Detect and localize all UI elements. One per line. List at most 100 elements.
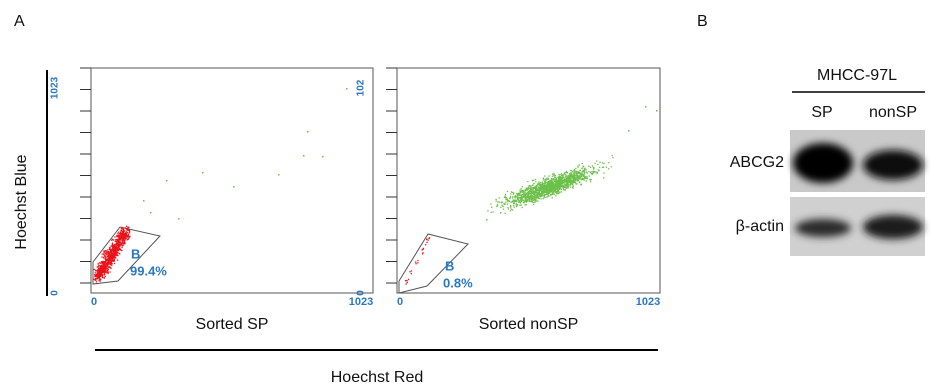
event bbox=[547, 179, 548, 180]
event bbox=[520, 200, 521, 201]
event bbox=[509, 198, 510, 199]
event bbox=[103, 251, 104, 252]
event bbox=[106, 272, 107, 273]
event bbox=[102, 277, 103, 278]
event bbox=[125, 238, 126, 239]
event bbox=[599, 162, 600, 163]
event bbox=[127, 232, 128, 233]
events bbox=[405, 106, 658, 285]
event bbox=[111, 259, 112, 260]
event bbox=[575, 168, 576, 169]
event bbox=[544, 175, 545, 176]
event bbox=[505, 198, 506, 199]
event bbox=[100, 273, 101, 274]
event bbox=[535, 192, 536, 193]
event bbox=[544, 181, 545, 182]
event bbox=[590, 172, 591, 173]
event bbox=[102, 266, 103, 267]
event bbox=[510, 193, 511, 194]
event bbox=[557, 180, 558, 181]
event bbox=[511, 191, 512, 192]
event bbox=[109, 266, 110, 267]
event bbox=[510, 196, 511, 197]
event bbox=[504, 204, 505, 205]
event bbox=[556, 191, 557, 192]
event bbox=[512, 192, 513, 193]
event bbox=[628, 130, 630, 132]
event bbox=[507, 200, 508, 201]
event bbox=[560, 178, 561, 179]
event bbox=[582, 172, 583, 173]
event bbox=[611, 166, 612, 167]
event bbox=[307, 131, 309, 133]
event bbox=[407, 282, 408, 283]
event bbox=[120, 234, 121, 235]
event bbox=[521, 207, 522, 208]
event bbox=[202, 172, 204, 174]
event bbox=[523, 192, 524, 193]
event bbox=[590, 167, 591, 168]
event bbox=[115, 241, 116, 242]
event bbox=[561, 189, 562, 190]
event bbox=[561, 179, 562, 180]
event bbox=[566, 180, 567, 181]
event bbox=[492, 211, 493, 212]
event bbox=[533, 180, 534, 181]
event bbox=[530, 192, 531, 193]
event bbox=[102, 264, 103, 265]
event bbox=[552, 193, 553, 194]
event bbox=[120, 244, 121, 245]
event bbox=[101, 261, 102, 262]
event bbox=[117, 260, 118, 261]
event bbox=[114, 236, 115, 237]
y-axis-label: Hoechst Blue bbox=[13, 154, 30, 249]
event bbox=[150, 212, 152, 214]
event bbox=[560, 182, 561, 183]
event bbox=[303, 155, 305, 157]
event bbox=[586, 176, 587, 177]
event bbox=[101, 268, 102, 269]
event bbox=[96, 278, 97, 279]
event bbox=[510, 197, 511, 198]
event bbox=[106, 253, 107, 254]
event bbox=[544, 183, 545, 184]
event bbox=[94, 274, 95, 275]
event bbox=[408, 279, 409, 280]
event bbox=[116, 255, 117, 256]
gate-percent: 0.8% bbox=[443, 275, 473, 290]
event bbox=[590, 173, 591, 174]
event bbox=[100, 263, 101, 264]
event bbox=[547, 183, 548, 184]
event bbox=[549, 192, 550, 193]
event bbox=[102, 267, 103, 268]
event bbox=[532, 187, 533, 188]
event bbox=[531, 189, 532, 190]
event bbox=[565, 179, 566, 180]
event bbox=[106, 270, 107, 271]
event bbox=[527, 197, 528, 198]
event bbox=[612, 157, 613, 158]
event bbox=[566, 181, 567, 182]
event bbox=[560, 184, 561, 185]
event bbox=[562, 180, 563, 181]
event bbox=[535, 179, 536, 180]
event bbox=[103, 257, 104, 258]
event bbox=[608, 168, 609, 169]
event bbox=[535, 181, 536, 182]
event bbox=[538, 189, 539, 190]
event bbox=[564, 189, 565, 190]
event bbox=[525, 200, 526, 201]
event bbox=[113, 261, 114, 262]
event bbox=[107, 272, 108, 273]
event bbox=[545, 197, 546, 198]
event bbox=[539, 190, 540, 191]
event bbox=[556, 188, 557, 189]
event bbox=[553, 175, 554, 176]
event bbox=[549, 175, 550, 176]
event bbox=[554, 194, 555, 195]
event bbox=[546, 187, 547, 188]
event bbox=[586, 171, 587, 172]
event bbox=[525, 190, 526, 191]
event bbox=[425, 244, 426, 245]
event bbox=[123, 233, 124, 234]
